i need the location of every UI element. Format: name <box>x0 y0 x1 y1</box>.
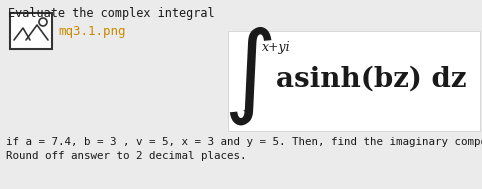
Circle shape <box>39 18 47 26</box>
Text: x+yi: x+yi <box>262 42 291 54</box>
Text: $\int$: $\int$ <box>223 25 273 127</box>
Bar <box>228 31 480 131</box>
Bar <box>10 13 52 49</box>
Text: Evaluate the complex integral: Evaluate the complex integral <box>8 7 214 20</box>
Text: asinh(bz) dz: asinh(bz) dz <box>276 66 467 92</box>
Text: Round off answer to 2 decimal places.: Round off answer to 2 decimal places. <box>6 151 246 161</box>
Text: mq3.1.png: mq3.1.png <box>58 25 125 37</box>
Text: if a = 7.4, b = 3 , v = 5, x = 3 and y = 5. Then, find the imaginary component o: if a = 7.4, b = 3 , v = 5, x = 3 and y =… <box>6 137 482 147</box>
Text: v: v <box>242 107 251 121</box>
